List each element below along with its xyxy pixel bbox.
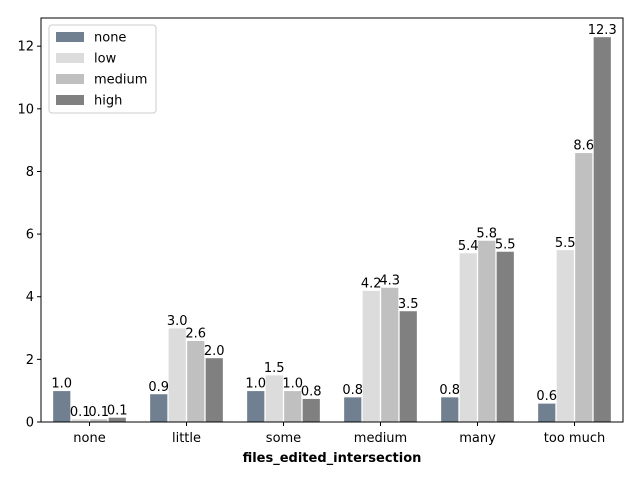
data-label-low-many: 5.4 <box>458 239 479 254</box>
y-tick-label: 4 <box>26 290 34 305</box>
bar-high-medium <box>398 310 418 423</box>
data-label-none-some: 1.0 <box>245 377 266 392</box>
x-tick-label: none <box>73 431 105 446</box>
bar-low-little <box>167 327 187 423</box>
legend-label-high: high <box>94 94 122 109</box>
x-axis-title: files_edited_intersection <box>243 451 422 466</box>
data-label-high-medium: 3.5 <box>398 297 419 312</box>
y-tick-label: 8 <box>26 165 34 180</box>
bar-high-little <box>204 357 224 423</box>
legend-swatch-none <box>56 32 84 42</box>
data-label-none-medium: 0.8 <box>342 383 363 398</box>
bar-medium-too-much <box>574 152 594 423</box>
bar-none-little <box>149 393 169 423</box>
legend: none low medium high <box>48 24 157 114</box>
bar-low-some <box>264 374 284 423</box>
bar-none-many <box>440 396 460 423</box>
bar-medium-many <box>477 239 497 423</box>
legend-swatch-medium <box>56 74 84 84</box>
bar-low-medium <box>361 290 381 423</box>
data-label-low-medium: 4.2 <box>361 276 382 291</box>
bar-medium-some <box>283 390 303 423</box>
legend-box <box>48 24 157 114</box>
data-label-none-too-much: 0.6 <box>536 389 557 404</box>
bar-none-too-much <box>537 402 557 423</box>
data-label-medium-none: 0.1 <box>88 405 109 420</box>
legend-label-medium: medium <box>94 73 147 88</box>
data-label-high-too-much: 12.3 <box>588 23 617 38</box>
y-axis: 0 2 4 6 8 10 12 <box>17 40 41 431</box>
data-labels-layer: 1.00.10.10.10.93.02.62.01.01.51.00.8 0.84… <box>51 23 616 420</box>
bar-high-many <box>495 250 515 423</box>
y-tick-label: 2 <box>26 353 34 368</box>
y-tick-label: 10 <box>17 102 34 117</box>
data-label-low-none: 0.1 <box>70 405 91 420</box>
data-label-high-little: 2.0 <box>204 344 225 359</box>
bar-high-some <box>301 398 321 423</box>
bar-high-too-much <box>592 36 612 423</box>
bar-none-medium <box>343 396 363 423</box>
data-label-medium-little: 2.6 <box>185 327 206 342</box>
x-tick-label: too much <box>544 431 605 446</box>
bar-low-many <box>458 252 478 423</box>
data-label-low-some: 1.5 <box>264 361 285 376</box>
x-tick-label: some <box>266 431 301 446</box>
legend-swatch-low <box>56 53 84 63</box>
data-label-high-many: 5.5 <box>495 237 516 252</box>
data-label-medium-too-much: 8.6 <box>573 139 594 154</box>
x-tick-label: little <box>172 431 201 446</box>
data-label-none-none: 1.0 <box>51 377 72 392</box>
bar-medium-medium <box>380 286 400 423</box>
legend-label-low: low <box>94 52 117 67</box>
data-label-high-none: 0.1 <box>107 403 128 418</box>
data-label-low-little: 3.0 <box>167 314 188 329</box>
x-tick-label: medium <box>354 431 407 446</box>
bar-medium-little <box>186 340 206 423</box>
y-tick-label: 0 <box>26 416 34 431</box>
data-label-none-little: 0.9 <box>148 380 169 395</box>
data-label-medium-medium: 4.3 <box>379 273 400 288</box>
bar-none-some <box>246 390 266 423</box>
plot-frame <box>40 17 624 423</box>
data-label-medium-some: 1.0 <box>282 377 303 392</box>
data-label-none-many: 0.8 <box>439 383 460 398</box>
y-tick-label: 12 <box>17 40 34 55</box>
legend-swatch-high <box>56 95 84 105</box>
x-tick-label: many <box>459 431 496 446</box>
data-label-low-too-much: 5.5 <box>555 236 576 251</box>
legend-label-none: none <box>94 31 126 46</box>
bar-low-too-much <box>555 249 575 423</box>
bar-none-none <box>52 390 72 423</box>
data-label-high-some: 0.8 <box>301 385 322 400</box>
data-label-medium-many: 5.8 <box>476 226 497 241</box>
y-tick-label: 6 <box>26 228 34 243</box>
x-axis: none little some medium many too much <box>73 422 605 446</box>
